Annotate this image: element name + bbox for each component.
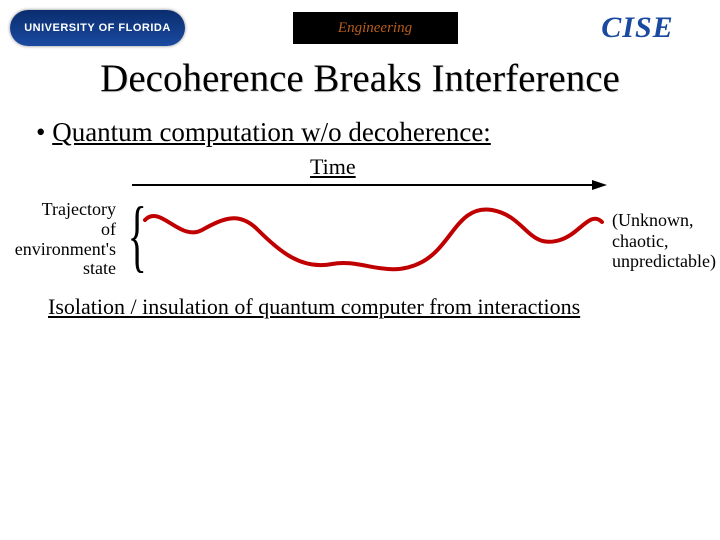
bullet-marker: • (36, 117, 45, 147)
trajectory-right-label: (Unknown,chaotic,unpredictable) (612, 210, 716, 272)
uf-logo: UNIVERSITY OF FLORIDA (10, 10, 185, 46)
uf-logo-label: UNIVERSITY OF FLORIDA (24, 22, 171, 34)
slide-title: Decoherence Breaks Interference (0, 56, 720, 101)
cise-logo: CISE (565, 10, 710, 46)
time-axis: Time (0, 154, 720, 184)
header-logos: UNIVERSITY OF FLORIDA Engineering CISE (0, 0, 720, 50)
trajectory-left-label: Trajectoryofenvironment'sstate (0, 200, 116, 279)
bullet-text: Quantum computation w/o decoherence: (52, 117, 491, 147)
time-arrow-icon (132, 180, 607, 190)
bullet-line: • Quantum computation w/o decoherence: (36, 117, 720, 148)
engineering-logo: Engineering (293, 12, 458, 44)
time-label: Time (310, 154, 356, 180)
trajectory-wave (140, 192, 610, 282)
engineering-logo-label: Engineering (338, 20, 412, 37)
trajectory-diagram: Trajectoryofenvironment'sstate { (Unknow… (0, 192, 720, 284)
cise-logo-label: CISE (601, 11, 673, 45)
isolation-caption: Isolation / insulation of quantum comput… (48, 294, 720, 320)
